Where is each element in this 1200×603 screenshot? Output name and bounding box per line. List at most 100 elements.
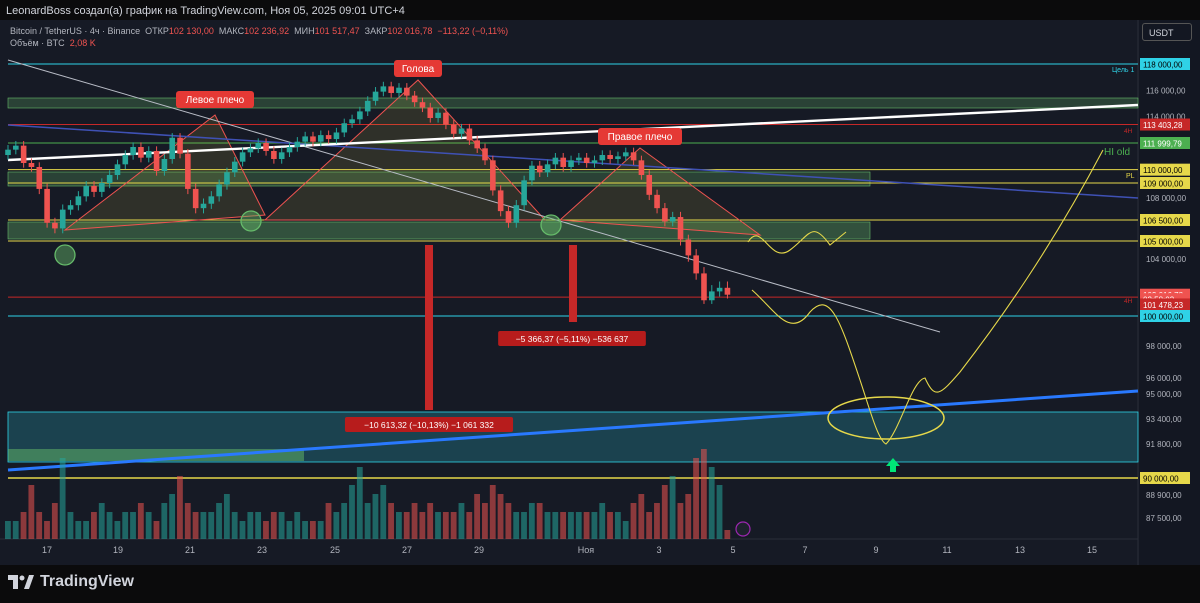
time-tick-label: 17 — [42, 545, 52, 555]
time-tick-label: 3 — [656, 545, 661, 555]
price-label-bg — [1140, 163, 1190, 176]
volume-bar — [341, 503, 348, 539]
neckline-zone — [7, 221, 871, 240]
volume-bar — [364, 503, 371, 539]
candle-body — [372, 91, 379, 101]
volume-bar — [403, 512, 410, 539]
trendline-descending — [7, 59, 941, 333]
volume-bar — [396, 512, 402, 539]
volume-bar — [106, 512, 113, 539]
volume-bar — [450, 512, 457, 539]
candle-body — [185, 153, 191, 189]
volume-bar — [145, 512, 152, 539]
pattern-label-3: Правое плечо — [608, 132, 673, 143]
price-label: 113 403,28 — [1143, 121, 1183, 130]
candle-body — [59, 209, 66, 229]
candle-body — [615, 156, 621, 159]
price-label-bg — [1140, 177, 1190, 189]
annotation-target1: Цель 1 — [1112, 67, 1135, 74]
time-tick-label: Ноя — [578, 545, 595, 555]
candle-body — [724, 287, 731, 295]
volume-bar — [474, 494, 480, 539]
candle-body — [701, 273, 707, 301]
volume-bar — [216, 503, 222, 539]
candle-body — [505, 211, 512, 223]
price-tick-label: 88 900,00 — [1146, 491, 1182, 500]
candle-body — [122, 155, 129, 165]
candle-body — [716, 287, 723, 292]
chart-area[interactable]: −10 613,32 (−10,13%) −1 061 332 −5 366,37… — [0, 20, 1200, 565]
volume-bar — [505, 503, 512, 539]
volume-bar — [536, 503, 543, 539]
candle-body — [75, 196, 82, 206]
price-label: 110 000,00 — [1143, 166, 1183, 175]
price-chart[interactable]: −10 613,32 (−10,13%) −1 061 332 −5 366,37… — [0, 20, 1200, 565]
volume-bar — [208, 512, 215, 539]
volume-bar — [91, 512, 97, 539]
volume-bar — [575, 512, 582, 539]
volume-bar — [5, 521, 11, 539]
volume-bar — [36, 512, 43, 539]
candle-body — [333, 132, 340, 140]
volume-bar — [521, 512, 527, 539]
volume-bar — [325, 503, 332, 539]
top-zone — [7, 97, 1139, 109]
candle-body — [169, 137, 176, 159]
candle-body — [36, 167, 43, 189]
volume-bar — [427, 503, 434, 539]
measure-bar-right — [569, 245, 577, 322]
candle-body — [130, 147, 136, 155]
candle-body — [544, 164, 551, 173]
volume-bar — [59, 458, 66, 539]
candle-body — [91, 185, 97, 192]
price-label: 106 500,00 — [1143, 217, 1184, 226]
measure-label-right-bg — [498, 331, 646, 346]
candle-body — [294, 141, 301, 147]
candle-body — [145, 151, 152, 158]
price-label-bg — [1140, 235, 1190, 247]
candle-body — [52, 222, 58, 229]
time-tick-label: 27 — [402, 545, 412, 555]
tradingview-logo[interactable]: TradingView — [8, 573, 134, 591]
time-tick-label: 9 — [873, 545, 878, 555]
volume-bar — [317, 521, 324, 539]
legend-open-label: ОТКР — [145, 26, 169, 36]
volume-bar — [28, 485, 35, 539]
volume-bar — [83, 521, 89, 539]
volume-bar — [544, 512, 551, 539]
candle-body — [693, 255, 699, 274]
time-tick-label: 29 — [474, 545, 484, 555]
price-tick-label: 108 000,00 — [1146, 194, 1187, 203]
volume-bar — [130, 512, 136, 539]
price-tick-label: 93 400,00 — [1146, 415, 1182, 424]
candle-body — [669, 217, 676, 222]
flash-icon — [735, 521, 751, 537]
candle-body — [630, 152, 637, 161]
candle-body — [450, 124, 457, 134]
candle-body — [709, 291, 715, 301]
currency-selector[interactable]: USDT — [1142, 23, 1192, 41]
volume-bar — [497, 494, 504, 539]
price-label: 118 000,00 — [1143, 61, 1183, 70]
volume-bar — [114, 521, 121, 539]
candle-body — [552, 157, 559, 165]
pivot-circle — [540, 214, 562, 236]
candle-body — [357, 111, 363, 120]
volume-bar — [44, 521, 50, 539]
candle-body — [13, 145, 19, 150]
volume-bar — [677, 503, 684, 539]
volume-bar — [380, 485, 387, 539]
candle-body — [286, 147, 293, 153]
price-label: 90 000,00 — [1143, 475, 1179, 484]
volume-bar — [161, 503, 168, 539]
volume-bar — [192, 512, 199, 539]
legend-change: −113,22 (−0,11%) — [437, 26, 509, 36]
volume-bar — [137, 503, 144, 539]
candle-body — [302, 136, 308, 142]
candle-body — [474, 140, 480, 149]
pattern-label-bg — [598, 128, 682, 145]
candle-body — [435, 112, 441, 118]
candle-body — [513, 205, 520, 223]
volume-bar — [12, 521, 19, 539]
up-arrow-icon — [886, 458, 900, 472]
